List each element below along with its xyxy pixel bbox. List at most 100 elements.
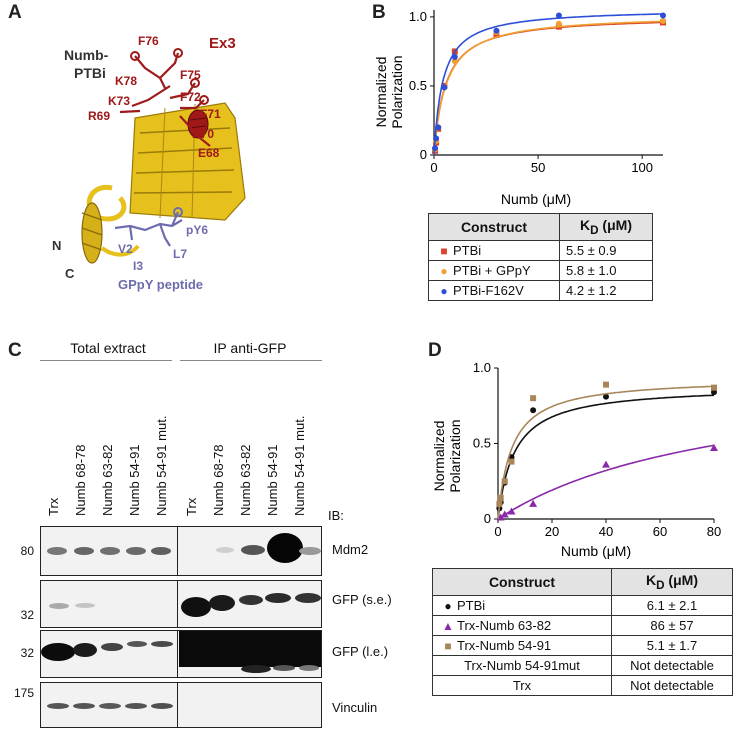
x-tick-label: 0: [494, 524, 501, 539]
x-tick-label: 20: [545, 524, 559, 539]
data-point: [711, 384, 717, 391]
kd-value: 6.1 ± 2.1: [611, 594, 733, 616]
structure-title-line1: Numb-: [64, 47, 109, 63]
x-tick-label: 60: [653, 524, 667, 539]
data-point: [451, 53, 458, 60]
series-fit-line: [497, 444, 715, 520]
y-tick-label: 0: [484, 511, 491, 526]
series-fit-line: [433, 21, 664, 156]
chart-b: Normalized Polarization Numb (μM) 0 50 100…: [373, 9, 666, 207]
data-point: [660, 12, 666, 19]
series-fit-line: [497, 394, 714, 520]
y-axis-title-line2: Polarization: [389, 55, 405, 128]
blot-label: GFP (s.e.): [332, 592, 392, 607]
residue-label: K70: [192, 127, 214, 141]
x-tick-label: 40: [599, 524, 613, 539]
data-point: [530, 407, 537, 414]
data-point: [603, 381, 609, 388]
kd-value: 5.5 ± 0.9: [559, 239, 653, 261]
data-point: [529, 499, 538, 507]
data-point: [555, 20, 562, 27]
blot-vinculin: [40, 682, 322, 728]
kd-value: Not detectable: [611, 674, 733, 696]
lane-label: Numb 54-91 mut.: [292, 415, 307, 516]
structure-title-line2: PTBi: [74, 65, 106, 81]
residue-label: E68: [198, 146, 220, 160]
legend-marker: ▲: [442, 618, 454, 633]
panel-letter-d: D: [428, 340, 442, 361]
chart-d: Normalized Polarization Numb (μM) 0 20 40 6…: [431, 360, 721, 559]
data-point: [711, 389, 717, 396]
construct-name: Trx-Numb 54-91mut: [432, 654, 612, 676]
y-tick-label: 1.0: [409, 9, 427, 24]
y-axis-title-line2: Polarization: [447, 419, 463, 492]
residue-label: R69: [88, 109, 110, 123]
data-point: [497, 494, 504, 501]
data-point: [660, 18, 666, 25]
series-fit-line: [433, 13, 664, 156]
peptide-residue-label: pY6: [186, 223, 208, 237]
data-point: [508, 458, 515, 465]
mw-marker: 80: [20, 544, 34, 558]
table-row: Trx Not detectable: [432, 674, 733, 696]
peptide-residue-label: I3: [133, 259, 143, 273]
y-axis-title: Normalized Polarization: [373, 55, 405, 128]
group-label-ip-anti-gfp: IP anti-GFP: [213, 340, 287, 356]
group-divider: [180, 360, 322, 361]
residue-label: F75: [180, 68, 201, 82]
lane-label: Trx: [46, 497, 61, 516]
data-point: [501, 478, 508, 485]
construct-name: Trx-Numb 63-82: [457, 617, 552, 633]
kd-table-d: Construct KD (μM) ● PTBi 6.1 ± 2.1 ▲ Trx-N…: [432, 568, 733, 696]
table-row: ■ Trx-Numb 54-91 5.1 ± 1.7: [432, 634, 733, 656]
construct-name: PTBi: [457, 597, 486, 613]
ib-label: IB:: [328, 508, 344, 523]
residue-label: K73: [108, 94, 130, 108]
x-axis-title: Numb (μM): [501, 191, 571, 207]
protein-structure-figure: Numb- PTBi Ex3 F76 F75 K78 F72 K73 R69 F…: [52, 34, 246, 292]
residue-label: F72: [180, 90, 201, 104]
panel-letter-a: A: [8, 2, 22, 23]
peptide-residue-label: L7: [173, 247, 187, 261]
data-point: [496, 500, 503, 507]
x-tick-label: 50: [531, 160, 545, 175]
legend-marker: ■: [444, 638, 452, 653]
construct-name: PTBi: [453, 242, 482, 258]
data-point: [451, 58, 458, 65]
c-terminal-helix: [81, 202, 103, 264]
mw-marker: 175: [13, 686, 34, 700]
lane-label: Numb 68-78: [73, 444, 88, 516]
lane-label: Numb 54-91 mut.: [154, 415, 169, 516]
mw-marker: 32: [20, 608, 34, 622]
table-row: ■ PTBi 5.5 ± 0.9: [428, 239, 653, 261]
data-point: [500, 510, 509, 518]
c-terminus-label: C: [65, 266, 75, 281]
kd-table-b: Construct KD (μM) ■ PTBi 5.5 ± 0.9 ● PTBi …: [428, 213, 653, 301]
legend-marker: ■: [440, 243, 448, 258]
x-tick-label: 80: [707, 524, 721, 539]
table-header-kd: KD (μM): [559, 213, 653, 241]
data-point: [603, 393, 609, 400]
lane-label: Numb 68-78: [211, 444, 226, 516]
lane-label: Numb 63-82: [100, 444, 115, 516]
kd-value: 5.1 ± 1.7: [611, 634, 733, 656]
residue-label: K78: [115, 74, 137, 88]
residue-label: F71: [200, 107, 221, 121]
kd-value: 5.8 ± 1.0: [559, 259, 653, 281]
blot-gfp-short-exposure: [40, 580, 322, 628]
series-fit-line: [497, 385, 715, 520]
construct-name: Trx: [432, 674, 612, 696]
blot-label: Vinculin: [332, 700, 378, 715]
blot-label: GFP (l.e.): [332, 644, 389, 659]
y-tick-label: 0.5: [473, 436, 491, 451]
y-tick-label: 1.0: [473, 360, 491, 375]
mw-marker: 32: [20, 646, 34, 660]
table-row: ● PTBi 6.1 ± 2.1: [432, 594, 733, 616]
legend-marker: ●: [440, 283, 448, 298]
lane-label: Trx: [184, 497, 199, 516]
panel-letter-c: C: [8, 340, 22, 361]
data-point: [441, 84, 448, 91]
y-tick-label: 0: [420, 147, 427, 162]
data-point: [710, 444, 718, 452]
n-terminus-label: N: [52, 238, 61, 253]
